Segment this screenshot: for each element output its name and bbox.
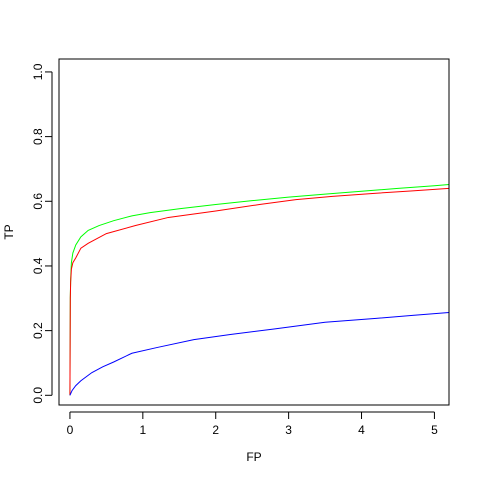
y-tick-label: 0.8 bbox=[31, 128, 45, 145]
y-tick-label: 0.6 bbox=[31, 193, 45, 210]
y-tick-label: 0.2 bbox=[31, 322, 45, 339]
y-tick-label: 1.0 bbox=[31, 63, 45, 80]
x-tick-label: 4 bbox=[358, 423, 365, 437]
x-tick-label: 5 bbox=[431, 423, 438, 437]
series-line-3 bbox=[69, 312, 450, 396]
y-tick-label: 0.4 bbox=[31, 257, 45, 274]
y-tick-label: 0.0 bbox=[31, 387, 45, 404]
x-axis: 0 1 2 3 4 5 bbox=[67, 411, 438, 437]
x-tick-label: 2 bbox=[212, 423, 219, 437]
x-axis-title: FP bbox=[246, 450, 261, 464]
x-tick-label: 1 bbox=[139, 423, 146, 437]
y-axis-title: TP bbox=[2, 224, 16, 239]
plot-frame bbox=[58, 58, 450, 406]
y-axis: 0.0 0.2 0.4 0.6 0.8 1.0 bbox=[31, 63, 53, 404]
series-line-2 bbox=[69, 187, 450, 396]
series-line-1 bbox=[69, 183, 450, 396]
x-tick-label: 3 bbox=[285, 423, 292, 437]
series-layer bbox=[69, 183, 450, 396]
x-tick-label: 0 bbox=[67, 423, 74, 437]
